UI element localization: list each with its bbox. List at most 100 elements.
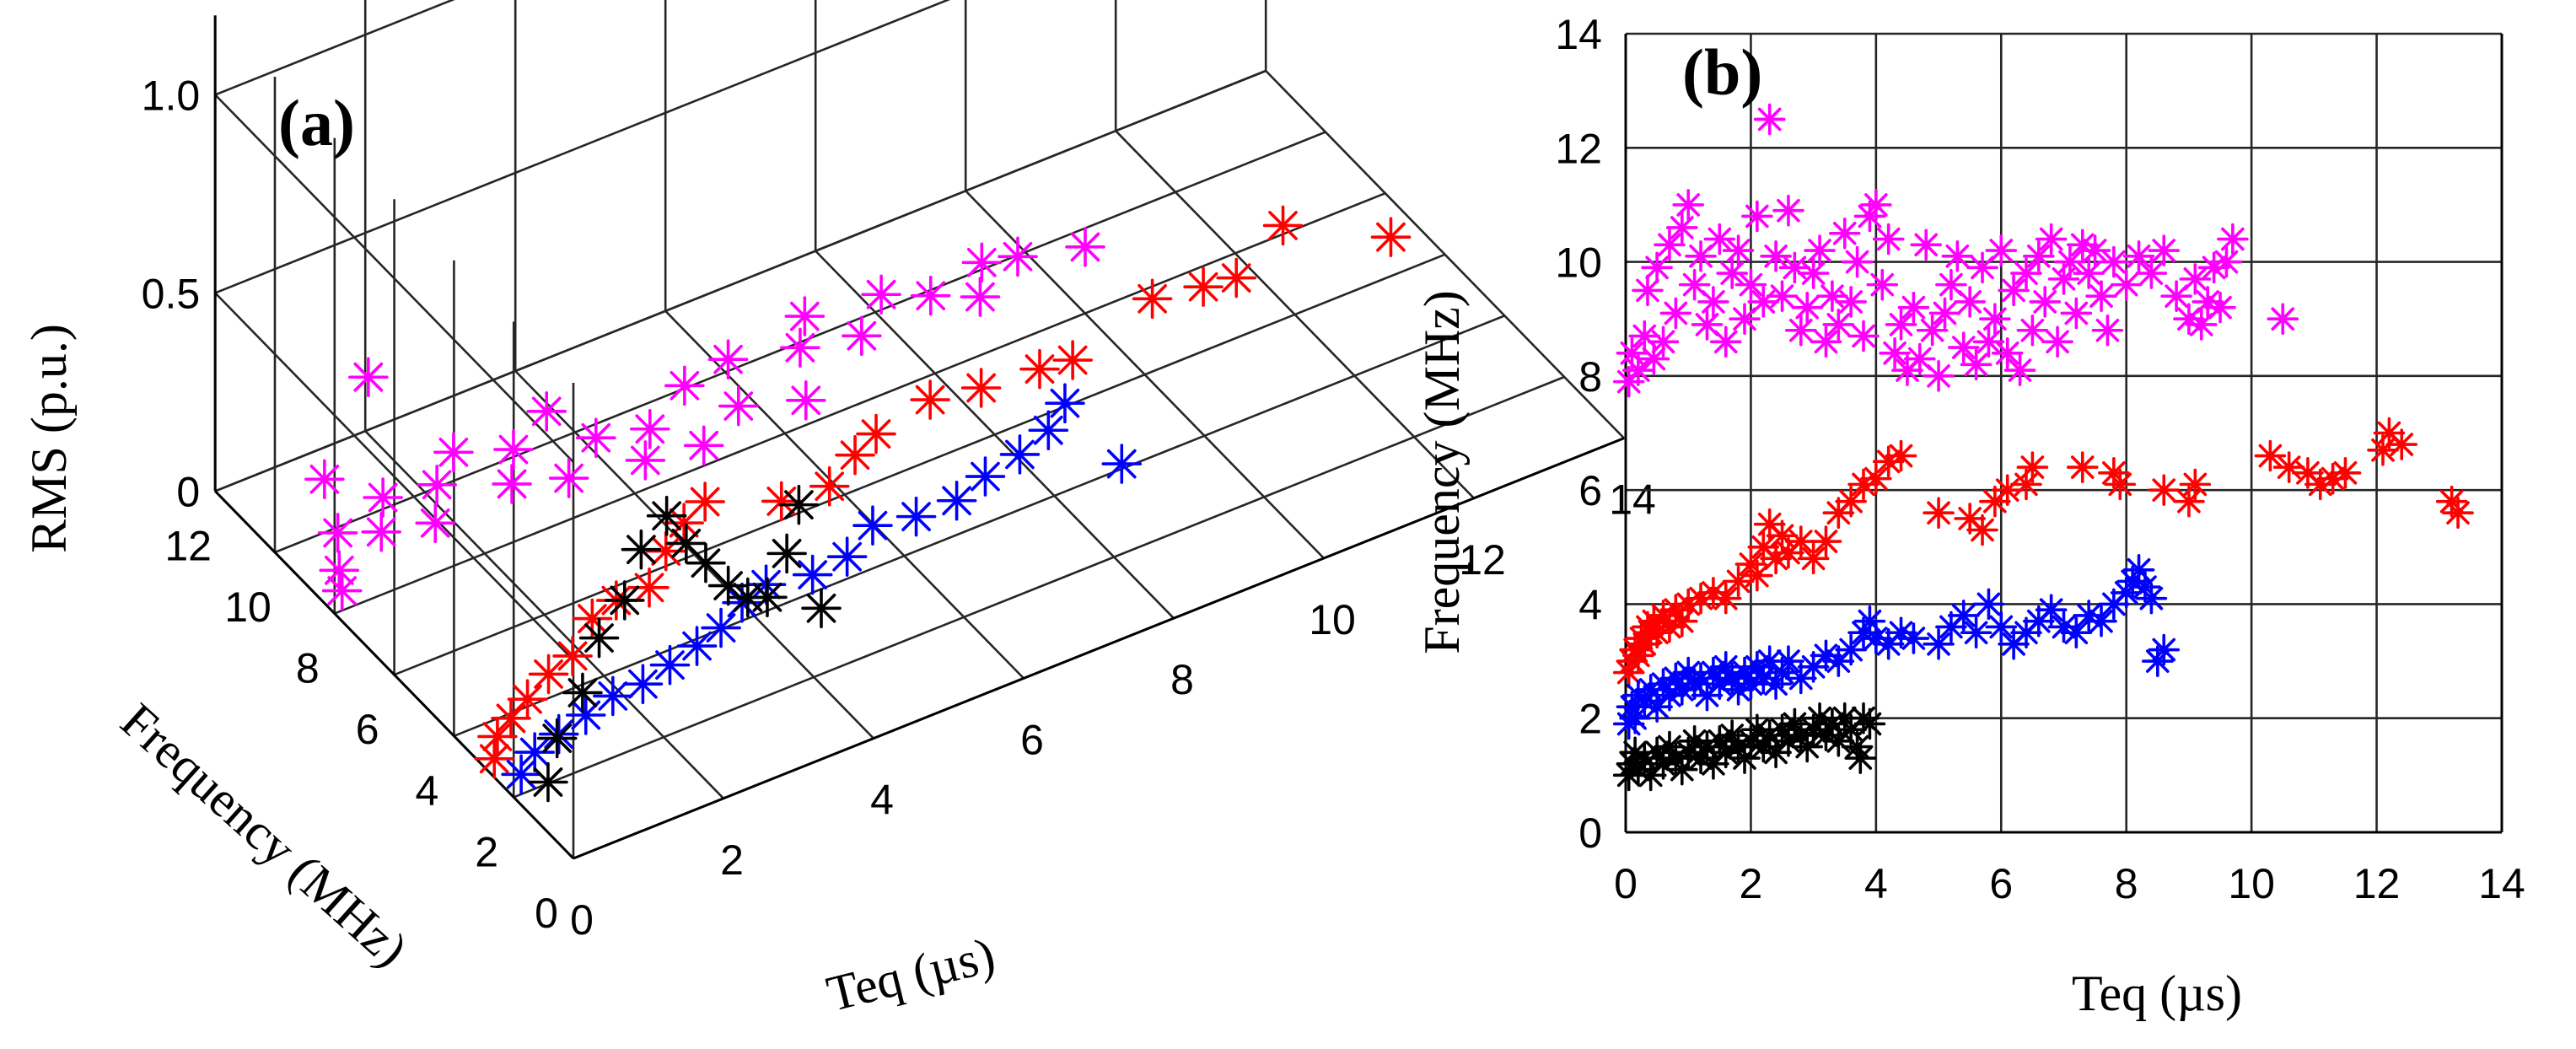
panel-a-point: [792, 554, 833, 595]
panel-b-point: [1935, 268, 1967, 301]
panel-a-x-tick: 4: [870, 777, 894, 824]
panel-b-point: [1923, 360, 1955, 392]
panel-b-point: [1760, 240, 1792, 272]
panel-b-y-tick: 14: [1555, 11, 1602, 58]
panel-b-point: [1828, 217, 1861, 250]
panel-b-point: [1998, 274, 2030, 307]
panel-a-point: [474, 738, 515, 779]
panel-b-point: [2098, 245, 2130, 278]
panel-b-point: [2010, 616, 2042, 649]
panel-a-point: [936, 480, 977, 521]
panel-a-point: [1028, 410, 1069, 451]
panel-b-point: [2016, 314, 2049, 347]
panel-a-point: [761, 481, 802, 522]
panel-b-point: [1816, 280, 1848, 312]
panel-a-point: [548, 458, 589, 498]
panel-a-y-axis: [214, 490, 575, 860]
panel-a-x-tick: 8: [1170, 656, 1194, 703]
panel-b-point: [1678, 724, 1711, 757]
panel-b-point: [2060, 297, 2093, 330]
panel-b-point: [2210, 245, 2243, 278]
panel-b-point: [1685, 240, 1717, 272]
panel-b-point: [1804, 234, 1836, 266]
panel-a-point: [363, 477, 403, 518]
panel-a-point: [1216, 257, 1257, 299]
panel-b-point: [1665, 212, 1698, 244]
panel-b-point: [2272, 451, 2305, 483]
panel-a-y-tick: 2: [475, 828, 498, 875]
panel-b-point: [1985, 611, 2018, 643]
panel-b-point: [2254, 439, 2287, 472]
panel-b-point: [1810, 639, 1842, 672]
panel-a-wall-grid-line: [214, 0, 455, 96]
panel-b-point: [2267, 303, 2299, 336]
panel-b-point: [2029, 286, 2062, 318]
panel-b-point: [1697, 286, 1729, 318]
panel-a-point: [999, 434, 1041, 475]
panel-a-point: [1019, 348, 1060, 390]
panel-a-point: [622, 664, 664, 704]
panel-b-point: [1923, 627, 1955, 660]
panel-a-y-tick: 6: [356, 706, 379, 753]
panel-a-point: [685, 481, 725, 522]
panel-b-point: [2016, 451, 2049, 483]
panel-b-point: [1947, 600, 1980, 632]
panel-a-z-tick: 0: [176, 468, 200, 515]
panel-b-point: [1841, 245, 1874, 278]
panel-a-floor-grid-line: [394, 253, 1446, 676]
panel-a-point: [960, 368, 1002, 408]
panel-b-point: [1797, 542, 1830, 575]
panel-a-point: [1101, 444, 1143, 484]
panel-a-point: [665, 523, 707, 564]
panel-a-y-tick: 8: [296, 645, 320, 692]
panel-b-label: (b): [1682, 35, 1762, 109]
panel-b-point: [1916, 314, 1949, 347]
panel-a-x-label: Teq (µs): [821, 927, 1000, 1022]
panel-a-x-tick: 2: [720, 837, 744, 884]
panel-a-point: [766, 533, 807, 574]
panel-b-point: [1654, 229, 1686, 261]
panel-b-point: [1622, 354, 1654, 386]
panel-a-wall-grid-line: [214, 94, 574, 463]
panel-b-y-tick: 4: [1578, 581, 1602, 628]
panel-b-x-tick: 6: [1989, 860, 2013, 907]
panel-b-point: [1872, 627, 1905, 660]
panel-b-point: [1722, 565, 1755, 598]
panel-b-point: [1691, 309, 1724, 341]
panel-b-point: [1641, 691, 1673, 723]
panel-a-y-tick: 10: [224, 584, 272, 631]
panel-a-point: [304, 459, 345, 500]
panel-a-x-axis: [573, 437, 1625, 860]
panel-a-y-tick: 0: [535, 890, 558, 937]
panel-b-point: [1785, 662, 1817, 695]
panel-b-point: [2148, 474, 2181, 506]
panel-b-point: [1641, 251, 1673, 284]
panel-b-point: [1935, 611, 1967, 643]
panel-b-point: [1709, 325, 1742, 358]
panel-b-x-tick: 0: [1614, 860, 1638, 907]
panel-a-point: [629, 408, 670, 449]
panel-a-wall-grid-line: [214, 292, 574, 661]
panel-a-point: [856, 413, 896, 455]
panel-a-floor-grid-line: [453, 315, 1505, 738]
panel-a-wall-grid-line: [214, 69, 1266, 492]
panel-b-y-tick: 12: [1555, 125, 1602, 172]
panel-b-point: [1897, 622, 1930, 654]
panel-b-point: [1835, 485, 1867, 518]
panel-a-z-tick: 0.5: [142, 270, 201, 317]
panel-b-point: [1810, 525, 1842, 557]
panel-b-point: [1979, 303, 2011, 336]
panel-a-point: [493, 429, 534, 470]
panel-b-point: [2135, 257, 2168, 289]
panel-b-point: [1904, 342, 1936, 375]
panel-a-point: [649, 644, 691, 686]
panel-a-point: [961, 242, 1003, 283]
panel-b-x-tick: 8: [2115, 860, 2138, 907]
panel-b-point: [1879, 336, 1911, 369]
panel-b-point: [1729, 303, 1761, 336]
panel-b-point: [2148, 234, 2181, 266]
panel-a-point: [433, 432, 474, 473]
panel-a-point: [526, 391, 567, 432]
panel-b-point: [2085, 280, 2117, 312]
